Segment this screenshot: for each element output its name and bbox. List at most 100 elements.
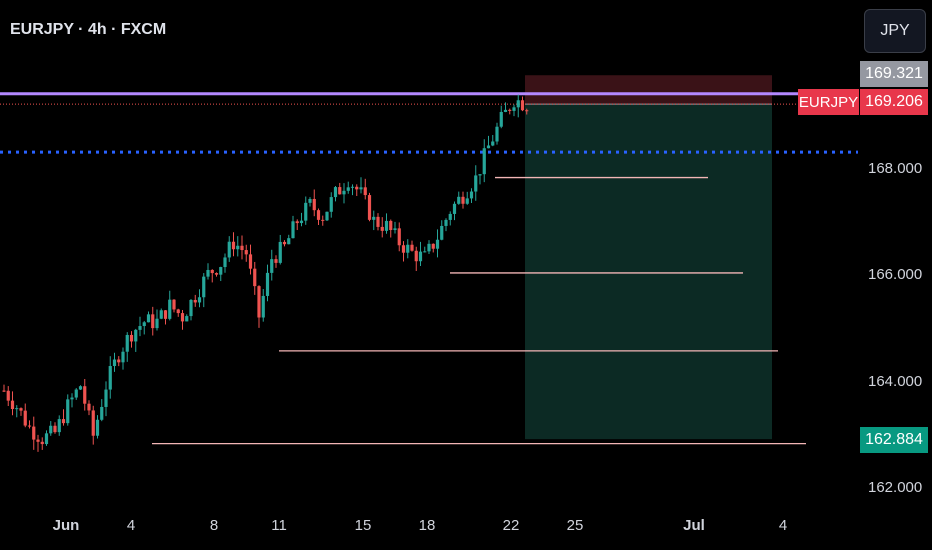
candle: [363, 187, 367, 196]
candle: [66, 399, 70, 424]
candle: [516, 100, 520, 108]
candle: [32, 426, 36, 440]
candle: [367, 195, 372, 220]
candle: [316, 210, 321, 220]
candle: [202, 276, 206, 298]
candle: [219, 267, 223, 275]
candle: [287, 238, 291, 245]
candle: [146, 314, 151, 323]
candle: [100, 406, 104, 420]
x-tick-label: 15: [354, 517, 372, 534]
candle: [70, 397, 74, 400]
candle: [236, 245, 240, 250]
candle: [227, 241, 231, 258]
candle: [112, 359, 117, 367]
y-tick-label: 162.000: [868, 479, 923, 496]
candle: [499, 111, 503, 127]
candle: [83, 386, 87, 404]
currency-button[interactable]: JPY: [864, 9, 926, 53]
candle: [108, 366, 112, 390]
candle: [384, 220, 389, 231]
candle: [448, 213, 452, 220]
candle: [431, 243, 435, 249]
candle: [159, 310, 163, 319]
candle: [210, 269, 214, 274]
candle: [36, 439, 40, 442]
candle: [520, 100, 525, 111]
candle: [172, 299, 176, 310]
candle: [185, 316, 189, 322]
candle: [121, 351, 125, 363]
stop-loss-zone: [525, 75, 772, 105]
candle: [478, 174, 482, 176]
candle: [418, 251, 423, 262]
candle: [491, 141, 495, 146]
candle: [155, 318, 159, 329]
candle: [129, 334, 134, 342]
candle: [401, 245, 406, 253]
candle: [248, 254, 253, 269]
candle: [270, 259, 274, 273]
candle: [87, 403, 91, 411]
candle: [427, 243, 431, 252]
candle: [134, 329, 138, 342]
candle: [240, 245, 244, 251]
candle: [261, 295, 265, 318]
candle: [321, 219, 325, 221]
price-tag-top: 169.321: [860, 61, 928, 87]
candle: [61, 419, 66, 424]
candle: [355, 186, 359, 190]
candle: [410, 244, 414, 251]
candle: [512, 107, 516, 111]
candle: [325, 211, 329, 221]
candle: [414, 250, 418, 262]
candle: [474, 175, 478, 192]
candle: [253, 268, 257, 287]
candle: [333, 187, 338, 198]
candle: [57, 419, 61, 433]
candle: [380, 226, 384, 231]
candle: [274, 259, 278, 263]
take-profit-zone: [525, 104, 772, 440]
candle: [482, 148, 486, 175]
candle: [231, 241, 236, 250]
x-tick-label: Jun: [52, 517, 80, 534]
x-tick-label: 4: [778, 517, 788, 534]
candle: [27, 425, 32, 427]
candle: [346, 187, 350, 191]
candle: [397, 228, 401, 246]
candle: [295, 221, 299, 224]
candle: [265, 272, 270, 296]
candle: [376, 216, 380, 227]
candle: [469, 191, 474, 199]
x-tick-label: 4: [126, 517, 136, 534]
candle: [338, 187, 342, 195]
candle: [282, 241, 287, 245]
candle: [465, 198, 469, 204]
candle: [359, 187, 363, 190]
x-tick-label: 25: [566, 517, 584, 534]
candle: [495, 126, 499, 142]
candle: [508, 109, 512, 111]
x-tick-label: 8: [209, 517, 219, 534]
candle: [406, 244, 410, 253]
x-tick-label: 11: [271, 517, 287, 534]
y-tick-label: 164.000: [868, 373, 923, 390]
candle: [214, 273, 219, 275]
candle: [49, 425, 53, 434]
candle: [350, 186, 355, 188]
current-price-tag: 169.206: [860, 89, 928, 115]
y-tick-label: 168.000: [868, 160, 923, 177]
candle: [444, 219, 448, 226]
candle: [19, 408, 23, 411]
current-symbol-tag: EURJPY: [798, 89, 859, 115]
candle: [393, 228, 397, 231]
symbol-title: EURJPY · 4h · FXCM: [10, 21, 167, 38]
candle: [189, 299, 193, 317]
candle: [23, 410, 27, 426]
target-price-tag: 162.884: [860, 427, 928, 453]
candle: [168, 299, 172, 319]
x-tick-label: Jul: [683, 517, 705, 534]
candle: [15, 408, 19, 410]
